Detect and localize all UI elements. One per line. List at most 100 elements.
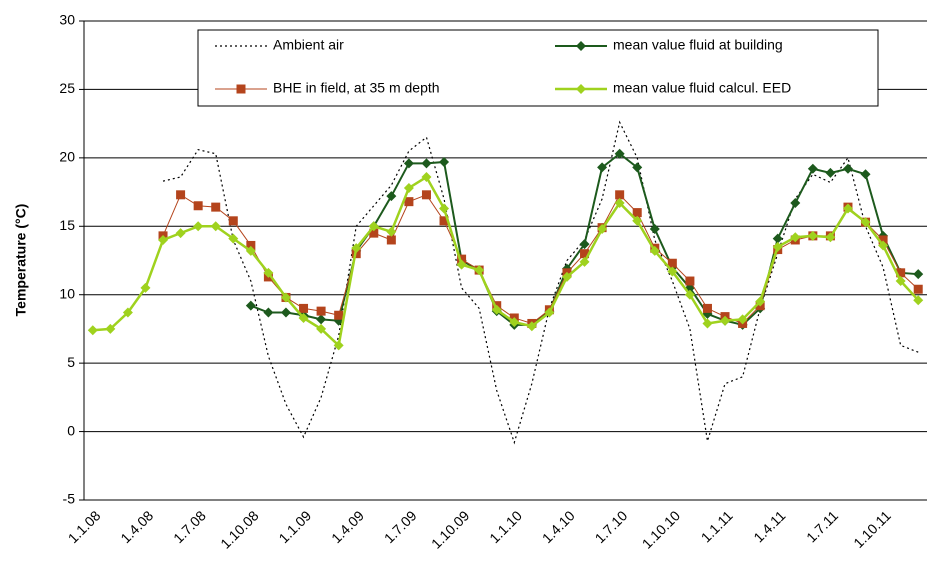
marker bbox=[474, 265, 485, 276]
marker bbox=[334, 310, 344, 320]
x-tick-label: 1.1.10 bbox=[486, 507, 525, 546]
marker bbox=[913, 295, 924, 306]
marker bbox=[772, 241, 783, 252]
marker bbox=[210, 221, 221, 232]
marker bbox=[263, 307, 274, 318]
marker bbox=[544, 307, 555, 318]
y-tick-label: 20 bbox=[59, 149, 75, 165]
marker bbox=[140, 282, 151, 293]
marker bbox=[245, 300, 256, 311]
marker bbox=[615, 190, 625, 200]
marker bbox=[597, 162, 608, 173]
marker bbox=[403, 182, 414, 193]
marker bbox=[280, 307, 291, 318]
x-tick-label: 1.4.08 bbox=[117, 507, 156, 546]
marker bbox=[667, 258, 677, 268]
marker bbox=[896, 268, 906, 278]
marker bbox=[122, 307, 133, 318]
x-tick-label: 1.10.09 bbox=[428, 507, 472, 551]
marker bbox=[176, 190, 186, 200]
marker bbox=[193, 221, 204, 232]
marker bbox=[316, 306, 326, 316]
marker bbox=[526, 321, 537, 332]
marker bbox=[561, 271, 572, 282]
marker bbox=[386, 235, 396, 245]
marker bbox=[369, 228, 379, 238]
legend-marker bbox=[236, 84, 246, 94]
x-tick-label: 1.7.09 bbox=[381, 507, 420, 546]
marker bbox=[807, 230, 818, 241]
marker bbox=[860, 169, 871, 180]
x-tick-label: 1.10.10 bbox=[639, 507, 683, 551]
y-tick-label: 5 bbox=[67, 354, 75, 370]
marker bbox=[368, 221, 379, 232]
legend-marker bbox=[576, 41, 586, 51]
x-tick-label: 1.7.10 bbox=[592, 507, 631, 546]
marker bbox=[245, 245, 256, 256]
marker bbox=[421, 172, 432, 183]
marker bbox=[790, 232, 801, 243]
marker bbox=[895, 276, 906, 287]
marker bbox=[263, 267, 274, 278]
legend-box bbox=[197, 29, 879, 107]
x-tick-label: 1.1.08 bbox=[65, 507, 104, 546]
marker bbox=[105, 323, 116, 334]
marker bbox=[298, 312, 309, 323]
marker bbox=[684, 289, 695, 300]
legend-label: BHE in field, at 35 m depth bbox=[273, 80, 440, 96]
marker bbox=[333, 340, 344, 351]
marker bbox=[649, 224, 660, 235]
marker bbox=[158, 234, 169, 245]
marker bbox=[246, 240, 256, 250]
marker bbox=[755, 296, 766, 307]
marker bbox=[790, 198, 801, 209]
marker bbox=[193, 201, 203, 211]
marker bbox=[579, 256, 590, 267]
y-tick-label: 0 bbox=[67, 422, 75, 438]
legend-label: mean value fluid calcul. EED bbox=[613, 80, 791, 96]
marker bbox=[878, 240, 889, 251]
marker bbox=[720, 315, 731, 326]
marker bbox=[351, 243, 362, 254]
marker bbox=[299, 303, 309, 313]
marker bbox=[702, 318, 713, 329]
x-tick-label: 1.1.11 bbox=[698, 507, 736, 545]
x-tick-label: 1.4.11 bbox=[750, 507, 788, 545]
marker bbox=[228, 233, 239, 244]
marker bbox=[403, 158, 414, 169]
marker bbox=[456, 259, 467, 270]
marker bbox=[439, 203, 450, 214]
marker bbox=[614, 148, 625, 159]
series-line bbox=[162, 120, 919, 445]
marker bbox=[457, 254, 467, 264]
x-tick-label: 1.1.09 bbox=[275, 507, 314, 546]
y-tick-label: 10 bbox=[59, 285, 75, 301]
y-tick-label: 15 bbox=[59, 217, 75, 233]
marker bbox=[228, 216, 238, 226]
y-tick-label: -5 bbox=[63, 491, 76, 507]
marker bbox=[667, 266, 678, 277]
legend-marker bbox=[576, 84, 586, 94]
marker bbox=[772, 233, 783, 244]
marker bbox=[439, 156, 450, 167]
marker bbox=[404, 197, 414, 207]
marker bbox=[421, 158, 432, 169]
marker bbox=[509, 317, 520, 328]
marker bbox=[316, 314, 327, 325]
marker bbox=[702, 303, 712, 313]
x-tick-label: 1.7.08 bbox=[170, 507, 209, 546]
marker bbox=[491, 304, 502, 315]
legend-label: mean value fluid at building bbox=[613, 37, 783, 53]
x-tick-label: 1.10.11 bbox=[850, 507, 894, 551]
marker bbox=[737, 314, 748, 325]
marker bbox=[878, 235, 888, 245]
marker bbox=[421, 190, 431, 200]
marker bbox=[913, 284, 923, 294]
marker bbox=[825, 232, 836, 243]
marker bbox=[175, 228, 186, 239]
marker bbox=[386, 191, 397, 202]
marker bbox=[685, 276, 695, 286]
marker bbox=[386, 226, 397, 237]
x-tick-label: 1.4.09 bbox=[328, 507, 367, 546]
